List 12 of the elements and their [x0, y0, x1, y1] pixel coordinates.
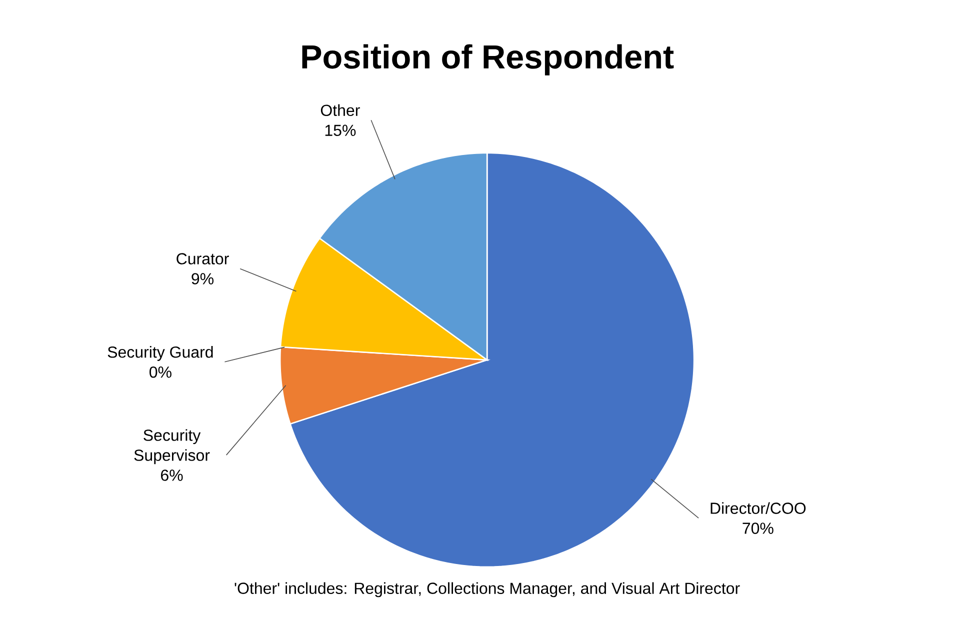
slice-label: Security Supervisor: [134, 429, 210, 464]
slice-label: Curator: [176, 253, 229, 264]
text: 'Other' includes: Registrar, Collections Manager, and Visual Art Director: [234, 582, 740, 598]
chart-title: Position of Respondent: [302, 44, 674, 76]
data-label: 70%: [742, 522, 774, 534]
slice-label: Director/COO: [710, 502, 806, 514]
legend-label: Security Guard: [108, 346, 213, 361]
text: 0%: [150, 366, 172, 378]
slice-label: Other: [320, 104, 360, 116]
data-label: 6%: [161, 470, 183, 481]
data-label: 15%: [325, 124, 356, 136]
data-label: 9%: [192, 273, 214, 284]
